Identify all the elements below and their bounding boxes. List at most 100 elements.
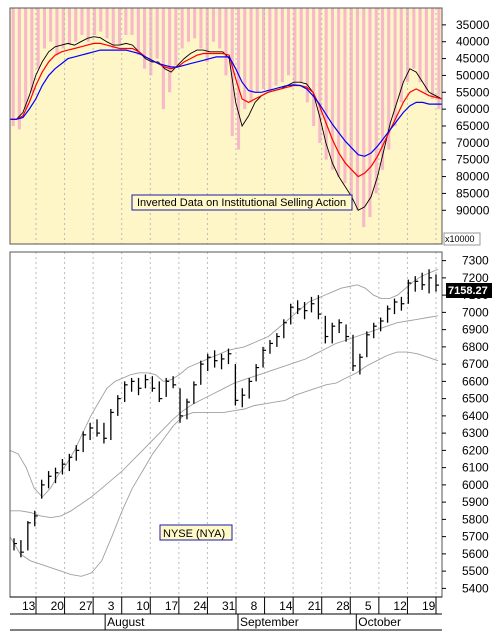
- top-bar-46: [299, 8, 303, 83]
- top-bar-58: [374, 8, 378, 194]
- top-bar-62: [399, 8, 403, 103]
- bottom-ytick-label-13: 6000: [462, 478, 489, 492]
- top-bar-30: [199, 8, 203, 49]
- multiplier-label: x10000: [445, 234, 475, 244]
- top-ytick-label-9: 80000: [456, 170, 490, 184]
- ohlc-bar-7: [61, 459, 66, 475]
- ohlc-bar-44: [317, 295, 322, 320]
- top-annotation-box: [131, 194, 353, 211]
- x-tick-label-5: 17: [165, 599, 179, 613]
- x-tick-label-13: 12: [393, 599, 407, 613]
- top-bar-4: [36, 8, 40, 69]
- bottom-ytick-label-4: 6900: [462, 323, 489, 337]
- top-bar-40: [262, 8, 266, 89]
- top-ytick-label-0: 35000: [456, 18, 490, 32]
- top-ytick-label-1: 40000: [456, 35, 490, 49]
- ohlc-bar-22: [165, 377, 170, 397]
- top-bar-5: [42, 8, 46, 49]
- top-bar-25: [168, 8, 172, 93]
- top-ytick-label-8: 75000: [456, 153, 490, 167]
- ohlc-bar-45: [324, 315, 329, 344]
- x-tick-label-2: 27: [79, 599, 93, 613]
- month-label-1: September: [240, 615, 299, 629]
- top-bar-67: [431, 8, 435, 99]
- ohlc-bar-21: [158, 381, 163, 403]
- top-bar-18: [124, 8, 128, 35]
- x-tick-label-4: 10: [136, 599, 150, 613]
- ohlc-bar-12: [96, 419, 101, 437]
- x-axis: 13 20 27 3 10 17 24 31 8 14 21 28 5 12 19 August Septemb…: [10, 596, 442, 631]
- top-bar-9: [67, 8, 71, 46]
- top-bar-7: [55, 8, 59, 56]
- top-bar-55: [355, 8, 359, 211]
- top-bar-22: [149, 8, 153, 76]
- ohlc-bar-15: [117, 395, 121, 416]
- top-bar-15: [105, 8, 109, 39]
- ohlc-bar-14: [110, 408, 114, 441]
- x-tick-label-7: 31: [222, 599, 236, 613]
- top-bar-29: [193, 8, 197, 39]
- ohlc-bar-55: [393, 298, 398, 315]
- ohlc-bar-52: [373, 322, 377, 339]
- top-ytick-label-11: 90000: [456, 203, 490, 217]
- top-ytick-label-7: 70000: [456, 136, 490, 150]
- top-ytick-label-2: 45000: [456, 52, 490, 66]
- bottom-ytick-label-6: 6700: [462, 357, 489, 371]
- x-tick-label-3: 3: [108, 599, 115, 613]
- top-bar-13: [93, 8, 97, 35]
- ohlc-bar-20: [151, 376, 156, 392]
- top-bar-28: [186, 8, 190, 42]
- top-bar-49: [318, 8, 322, 143]
- ohlc-bar-25: [186, 398, 190, 420]
- bottom-panel-background: [10, 252, 442, 597]
- multiplier-box: [443, 232, 481, 246]
- ohlc-bar-2: [27, 521, 31, 551]
- bottom-ytick-label-14: 5900: [462, 495, 489, 509]
- ohlc-bar-50: [359, 353, 363, 375]
- bottom-ytick-label-7: 6600: [462, 374, 489, 388]
- last-value-tag: [446, 283, 492, 298]
- top-bar-68: [437, 8, 441, 110]
- bottom-ytick-label-19: 5400: [462, 581, 489, 595]
- top-bar-32: [211, 8, 215, 42]
- top-ytick-label-10: 85000: [456, 186, 490, 200]
- top-bar-1: [17, 8, 21, 130]
- ohlc-bar-60: [428, 269, 433, 294]
- band-lower: [9, 351, 439, 577]
- bottom-y-axis: 7300720071007000690068006700660065006400…: [442, 254, 489, 595]
- top-bar-57: [368, 8, 372, 217]
- top-bar-21: [143, 8, 147, 69]
- top-bar-65: [418, 8, 422, 83]
- top-y-axis: 35000 40000 45000 50000 55000 60000 65000 70000…: [442, 18, 490, 217]
- ohlc-bar-37: [269, 339, 273, 354]
- ohlc-bar-19: [144, 374, 149, 389]
- top-bar-47: [305, 8, 309, 103]
- ohlc-bar-16: [124, 381, 128, 403]
- ohlc-bar-49: [352, 334, 356, 372]
- top-bar-11: [80, 8, 84, 35]
- bottom-ytick-label-9: 6400: [462, 409, 489, 423]
- ohlc-bar-35: [255, 364, 260, 382]
- top-ma-line-fast_ma: [10, 36, 443, 211]
- ohlc-bar-28: [207, 353, 211, 372]
- x-tick-label-6: 24: [193, 599, 207, 613]
- top-bar-51: [330, 8, 334, 170]
- top-bar-53: [343, 8, 347, 184]
- top-ytick-label-5: 60000: [456, 102, 490, 116]
- top-bar-56: [362, 8, 366, 228]
- top-bar-14: [99, 8, 103, 32]
- bottom-ytick-label-0: 7300: [462, 254, 489, 268]
- ohlc-bar-17: [130, 377, 135, 392]
- ohlc-bar-13: [103, 422, 107, 444]
- x-tick-label-10: 21: [308, 599, 322, 613]
- top-bar-8: [61, 8, 65, 49]
- ohlc-bar-56: [400, 296, 405, 311]
- top-bar-39: [255, 8, 259, 93]
- top-bar-2: [24, 8, 28, 110]
- ohlc-bar-1: [20, 540, 24, 558]
- ohlc-bar-53: [380, 317, 384, 332]
- top-bar-27: [180, 8, 184, 49]
- ohlc-bar-41: [296, 300, 301, 315]
- top-bar-35: [230, 8, 234, 137]
- ohlc-bar-11: [89, 422, 94, 441]
